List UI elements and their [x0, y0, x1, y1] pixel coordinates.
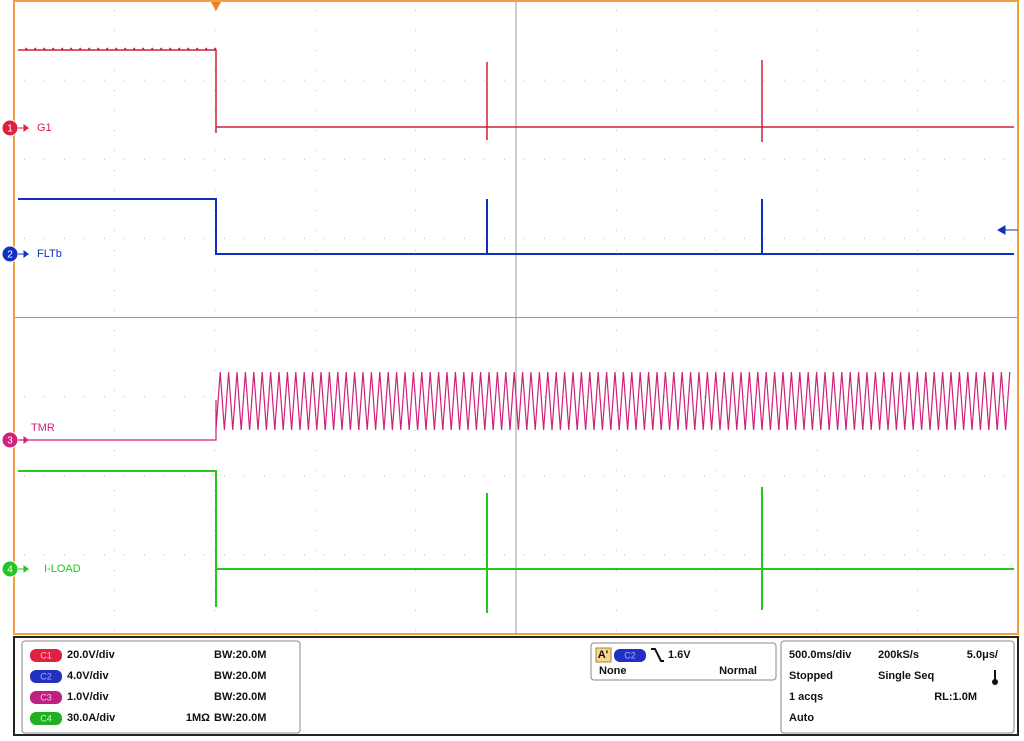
trigger-mode: Auto — [789, 712, 814, 724]
bandwidth: BW:20.0M — [214, 691, 266, 703]
trigger-position — [211, 2, 221, 11]
bandwidth: BW:20.0M — [214, 649, 266, 661]
graticule — [14, 1, 1018, 634]
trigger-source: C2 — [624, 650, 636, 660]
acq-state: Stopped — [789, 670, 833, 682]
thermometer-bulb — [992, 679, 998, 685]
channel-badge-bg — [30, 649, 62, 662]
resolution: 5.0μs/ — [967, 649, 998, 661]
trigger-mode-badge: A' — [598, 649, 609, 661]
channel-badge-bg — [30, 712, 62, 725]
acq-mode: Single Seq — [878, 670, 934, 682]
wave-g1 — [18, 47, 1014, 142]
bandwidth: BW:20.0M — [214, 712, 266, 724]
channel-number: 1 — [7, 124, 13, 135]
trigger-box — [590, 642, 777, 681]
volts-per-div: 1.0V/div — [67, 691, 109, 703]
channel-number: 4 — [7, 565, 13, 576]
record-length: RL:1.0M — [934, 691, 977, 703]
vertical-box — [21, 640, 301, 734]
status-panel — [13, 636, 1019, 736]
screen-border — [13, 0, 1019, 635]
channel-label: TMR — [31, 422, 55, 434]
channel-arrow — [18, 124, 30, 132]
trigger-type: Normal — [719, 665, 757, 677]
wave-iload — [18, 470, 1014, 613]
channel-badge: C2 — [40, 671, 52, 681]
slope-icon — [651, 648, 664, 662]
channel-number: 3 — [7, 436, 13, 447]
channel-badge: C3 — [40, 692, 52, 702]
channel-markers: 1 G1 2 FLTb 3 TMR 4 I-LOAD — [1, 119, 81, 578]
trigger-level-arrow — [996, 225, 1018, 235]
channel-label: G1 — [37, 122, 52, 134]
acq-count: 1 acqs — [789, 691, 823, 703]
channel-arrow — [18, 436, 30, 444]
volts-per-div: 20.0V/div — [67, 649, 116, 661]
volts-per-div: 30.0A/div — [67, 712, 116, 724]
trigger-source-bg — [614, 649, 646, 662]
channel-badge: C1 — [40, 650, 52, 660]
wave-fltb — [18, 198, 1014, 255]
timebase-box — [780, 640, 1015, 734]
channel-arrow — [18, 250, 30, 258]
channel-badge: C4 — [40, 713, 52, 723]
channel-badge-bg — [30, 670, 62, 683]
trigger-mode-badge-bg — [595, 647, 612, 663]
channel-label: I-LOAD — [44, 563, 81, 575]
time-scale: 500.0ms/div — [789, 649, 852, 661]
vertical-settings: C1 20.0V/div BW:20.0M C2 4.0V/div BW:20.0M C3 1… — [30, 649, 266, 725]
channel-badge-bg — [30, 691, 62, 704]
sample-rate: 200kS/s — [878, 649, 919, 661]
channel-label: FLTb — [37, 248, 62, 260]
trigger-coupling: None — [599, 665, 627, 677]
waveforms — [18, 47, 1014, 613]
wave-tmr — [18, 371, 1011, 441]
channel-number: 2 — [7, 250, 13, 261]
channel-arrow — [18, 565, 30, 573]
bandwidth: BW:20.0M — [214, 670, 266, 682]
volts-per-div: 4.0V/div — [67, 670, 109, 682]
impedance: 1MΩ — [186, 712, 210, 724]
trigger-level: 1.6V — [668, 649, 691, 661]
